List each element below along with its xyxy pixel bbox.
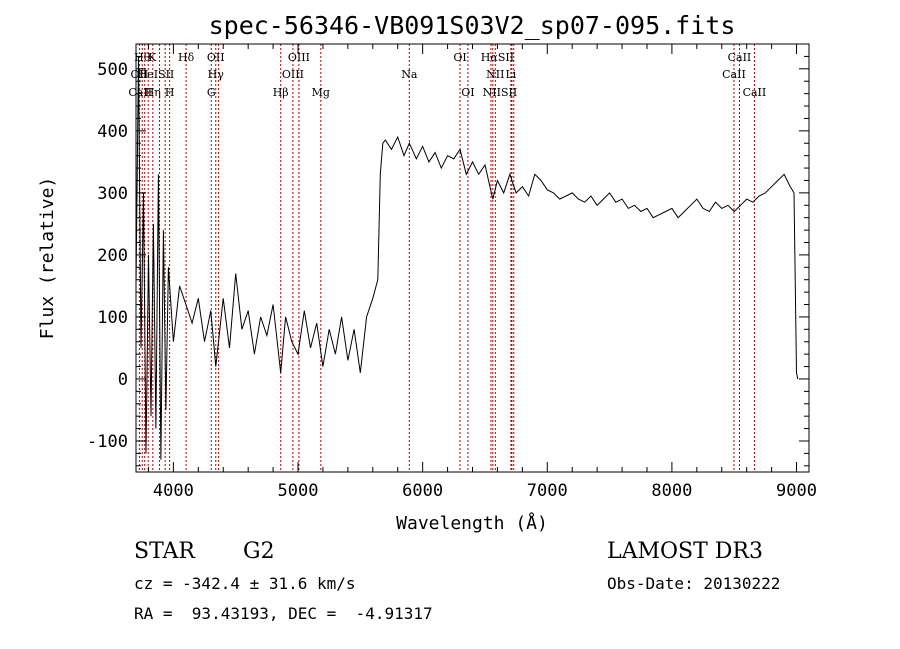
spectrum-series [135, 56, 799, 460]
y-axis-label: Flux (relative) [37, 177, 58, 340]
spectral-line-label: OI [453, 51, 466, 64]
redshift-cz: cz = -342.4 ± 31.6 km/s [134, 574, 356, 593]
spectral-line-label: H [165, 86, 175, 99]
spectral-line-label: OIII [282, 68, 304, 81]
spectral-line-label: HeISII [138, 68, 175, 81]
plot-frame [135, 43, 810, 473]
spectral-line-label: OI [461, 86, 474, 99]
y-tick-label: 500 [97, 60, 128, 80]
coordinates: RA = 93.43193, DEC = -4.91317 [134, 604, 433, 623]
spectral-line-label: Mg [312, 86, 330, 99]
spectral-line-label: NII [486, 68, 504, 81]
spectral-line-label: K [148, 51, 157, 64]
spectral-line-label: CaII [743, 86, 767, 99]
x-tick-label: 5000 [278, 481, 319, 501]
spectral-line-label: OII [131, 68, 149, 81]
spectral-line-label: Hθ [134, 51, 151, 64]
spectral-line-label: CaII [728, 51, 752, 64]
spectral-line-label: Li [505, 68, 516, 81]
spectral-line-label: CaII [722, 68, 746, 81]
spectral-line-markers [138, 44, 755, 472]
observation-date: Obs-Date: 20130222 [607, 574, 781, 593]
spectral-line-label: Hδ [178, 51, 195, 64]
spectral-line-label: Hβ [273, 86, 289, 99]
y-tick-label: 300 [97, 184, 128, 204]
chart-title: spec-56346-VB091S03V2_sp07-095.fits [209, 11, 736, 40]
survey-name: LAMOST DR3 [607, 539, 763, 564]
y-tick-label: -100 [87, 432, 128, 452]
x-axis-label: Wavelength (Å) [396, 512, 548, 534]
y-axis-ticks: -100 0 100 200 300 400 500 [87, 43, 809, 467]
x-axis-ticks: 4000 5000 6000 7000 8000 9000 [147, 44, 817, 501]
x-tick-label: 7000 [527, 481, 568, 501]
spectral-line-label: NIISII [483, 86, 518, 99]
spectrum-line [135, 56, 799, 460]
object-subclass: G2 [243, 539, 275, 564]
spectral-line-label: Na [401, 68, 418, 81]
x-tick-label: 4000 [153, 481, 194, 501]
spectral-line-label: OII [207, 51, 225, 64]
object-class: STAR [134, 539, 195, 564]
x-tick-label: 8000 [651, 481, 692, 501]
spectral-line-label: CaII [128, 86, 152, 99]
spectral-line-label: HαSII [481, 51, 514, 64]
x-tick-label: 9000 [776, 481, 817, 501]
spectral-line-label: Hη [145, 86, 161, 99]
y-tick-label: 200 [97, 246, 128, 266]
x-tick-label: 6000 [402, 481, 443, 501]
spectral-line-label: G [207, 86, 216, 99]
y-tick-label: 0 [118, 370, 128, 390]
spectral-line-label: OIII [288, 51, 310, 64]
y-tick-label: 400 [97, 122, 128, 142]
spectral-line-label: Hγ [208, 68, 225, 81]
y-tick-label: 100 [97, 308, 128, 328]
